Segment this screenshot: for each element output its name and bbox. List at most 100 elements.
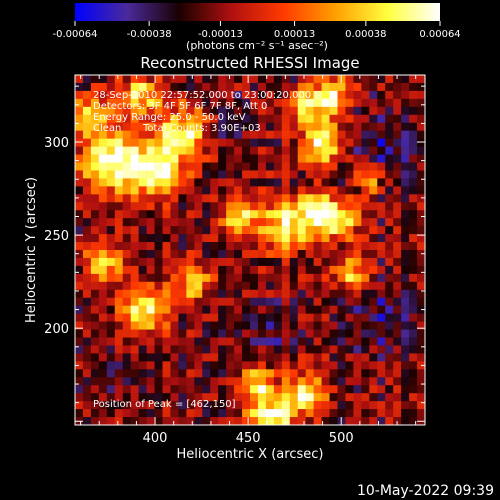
heatmap-cell bbox=[178, 313, 187, 322]
heatmap-cell bbox=[114, 313, 124, 322]
heatmap-cell bbox=[257, 98, 267, 108]
heatmap-cell bbox=[417, 385, 426, 394]
heatmap-cell bbox=[98, 329, 108, 338]
heatmap-cell bbox=[417, 281, 426, 291]
heatmap-cell bbox=[138, 130, 147, 139]
heatmap-cell bbox=[273, 250, 283, 259]
heatmap-cell bbox=[265, 234, 275, 243]
heatmap-cell bbox=[138, 202, 147, 211]
heatmap-cell bbox=[297, 122, 306, 131]
heatmap-cell bbox=[162, 345, 171, 354]
heatmap-cell bbox=[265, 130, 275, 139]
heatmap-cell bbox=[281, 353, 291, 362]
heatmap-cell bbox=[226, 75, 235, 84]
heatmap-cell bbox=[337, 82, 346, 92]
heatmap-cell bbox=[178, 146, 187, 155]
heatmap-cell bbox=[75, 194, 84, 203]
heatmap-cell bbox=[273, 98, 283, 108]
heatmap-cell bbox=[377, 162, 386, 171]
heatmap-cell bbox=[234, 226, 243, 235]
heatmap-cell bbox=[401, 194, 410, 203]
heatmap-cell bbox=[369, 162, 378, 171]
heatmap-cell bbox=[130, 329, 139, 338]
heatmap-cell bbox=[353, 329, 362, 338]
heatmap-cell bbox=[226, 329, 235, 338]
heatmap-cell bbox=[186, 369, 195, 378]
heatmap-cell bbox=[234, 242, 243, 251]
heatmap-cell bbox=[401, 369, 410, 378]
heatmap-cell bbox=[385, 289, 394, 299]
heatmap-cell bbox=[114, 417, 124, 426]
heatmap-cell bbox=[218, 138, 227, 147]
heatmap-cell bbox=[273, 138, 283, 147]
heatmap-cell bbox=[226, 106, 235, 116]
heatmap-cell bbox=[401, 361, 410, 370]
heatmap-cell bbox=[154, 138, 163, 147]
heatmap-cell bbox=[242, 409, 251, 418]
heatmap-cell bbox=[289, 242, 299, 251]
heatmap-cell bbox=[210, 218, 219, 227]
heatmap-cell bbox=[162, 90, 171, 100]
heatmap-cell bbox=[329, 146, 338, 155]
heatmap-cell bbox=[210, 138, 219, 147]
heatmap-cell bbox=[273, 401, 283, 410]
heatmap-cell bbox=[130, 409, 139, 418]
heatmap-cell bbox=[75, 114, 84, 124]
heatmap-cell bbox=[98, 273, 108, 283]
heatmap-cell bbox=[393, 178, 402, 187]
colorbar-tick-label: -0.00038 bbox=[127, 29, 172, 40]
heatmap-cell bbox=[409, 409, 418, 418]
heatmap-cell bbox=[305, 297, 314, 306]
heatmap-cell bbox=[106, 345, 116, 354]
heatmap-cell bbox=[393, 353, 402, 362]
heatmap-cell bbox=[202, 202, 211, 211]
heatmap-cell bbox=[377, 377, 386, 386]
heatmap-cell bbox=[194, 186, 203, 195]
heatmap-cell bbox=[130, 82, 139, 92]
annotation-detectors: Detectors: 3F 4F 5F 6F 7F 8F, Att 0 bbox=[93, 101, 267, 112]
heatmap-cell bbox=[345, 417, 354, 426]
heatmap-cell bbox=[265, 369, 275, 378]
heatmap-cell bbox=[146, 369, 155, 378]
heatmap-cell bbox=[122, 242, 131, 251]
heatmap-cell bbox=[242, 202, 251, 211]
heatmap-cell bbox=[218, 289, 227, 299]
heatmap-cell bbox=[305, 162, 314, 171]
heatmap-cell bbox=[82, 289, 92, 299]
heatmap-cell bbox=[297, 401, 306, 410]
heatmap-cell bbox=[385, 178, 394, 187]
heatmap-cell bbox=[353, 170, 362, 179]
heatmap-cell bbox=[154, 337, 163, 346]
heatmap-cell bbox=[409, 385, 418, 394]
heatmap-cell bbox=[305, 385, 314, 394]
heatmap-cell bbox=[369, 242, 378, 251]
heatmap-cell bbox=[409, 122, 418, 131]
heatmap-cell bbox=[337, 186, 346, 195]
heatmap-cell bbox=[409, 305, 418, 314]
heatmap-cell bbox=[75, 257, 84, 267]
heatmap-cell bbox=[194, 234, 203, 243]
heatmap-cell bbox=[82, 345, 92, 354]
heatmap-cell bbox=[409, 297, 418, 306]
heatmap-cell bbox=[337, 218, 346, 227]
heatmap-cell bbox=[186, 226, 195, 235]
heatmap-cell bbox=[337, 369, 346, 378]
heatmap-cell bbox=[417, 226, 426, 235]
heatmap-cell bbox=[345, 273, 354, 283]
heatmap-cell bbox=[162, 202, 171, 211]
heatmap-cell bbox=[297, 130, 306, 139]
heatmap-cell bbox=[130, 130, 139, 139]
heatmap-cell bbox=[218, 265, 227, 275]
heatmap-cell bbox=[369, 186, 378, 195]
heatmap-cell bbox=[154, 321, 163, 330]
heatmap-cell bbox=[154, 218, 163, 227]
heatmap-cell bbox=[257, 218, 267, 227]
heatmap-cell bbox=[218, 409, 227, 418]
heatmap-cell bbox=[313, 361, 322, 370]
heatmap-cell bbox=[393, 186, 402, 195]
heatmap-cell bbox=[154, 186, 163, 195]
heatmap-cell bbox=[281, 369, 291, 378]
heatmap-cell bbox=[194, 82, 203, 92]
heatmap-cell bbox=[186, 297, 195, 306]
heatmap-cell bbox=[218, 122, 227, 131]
